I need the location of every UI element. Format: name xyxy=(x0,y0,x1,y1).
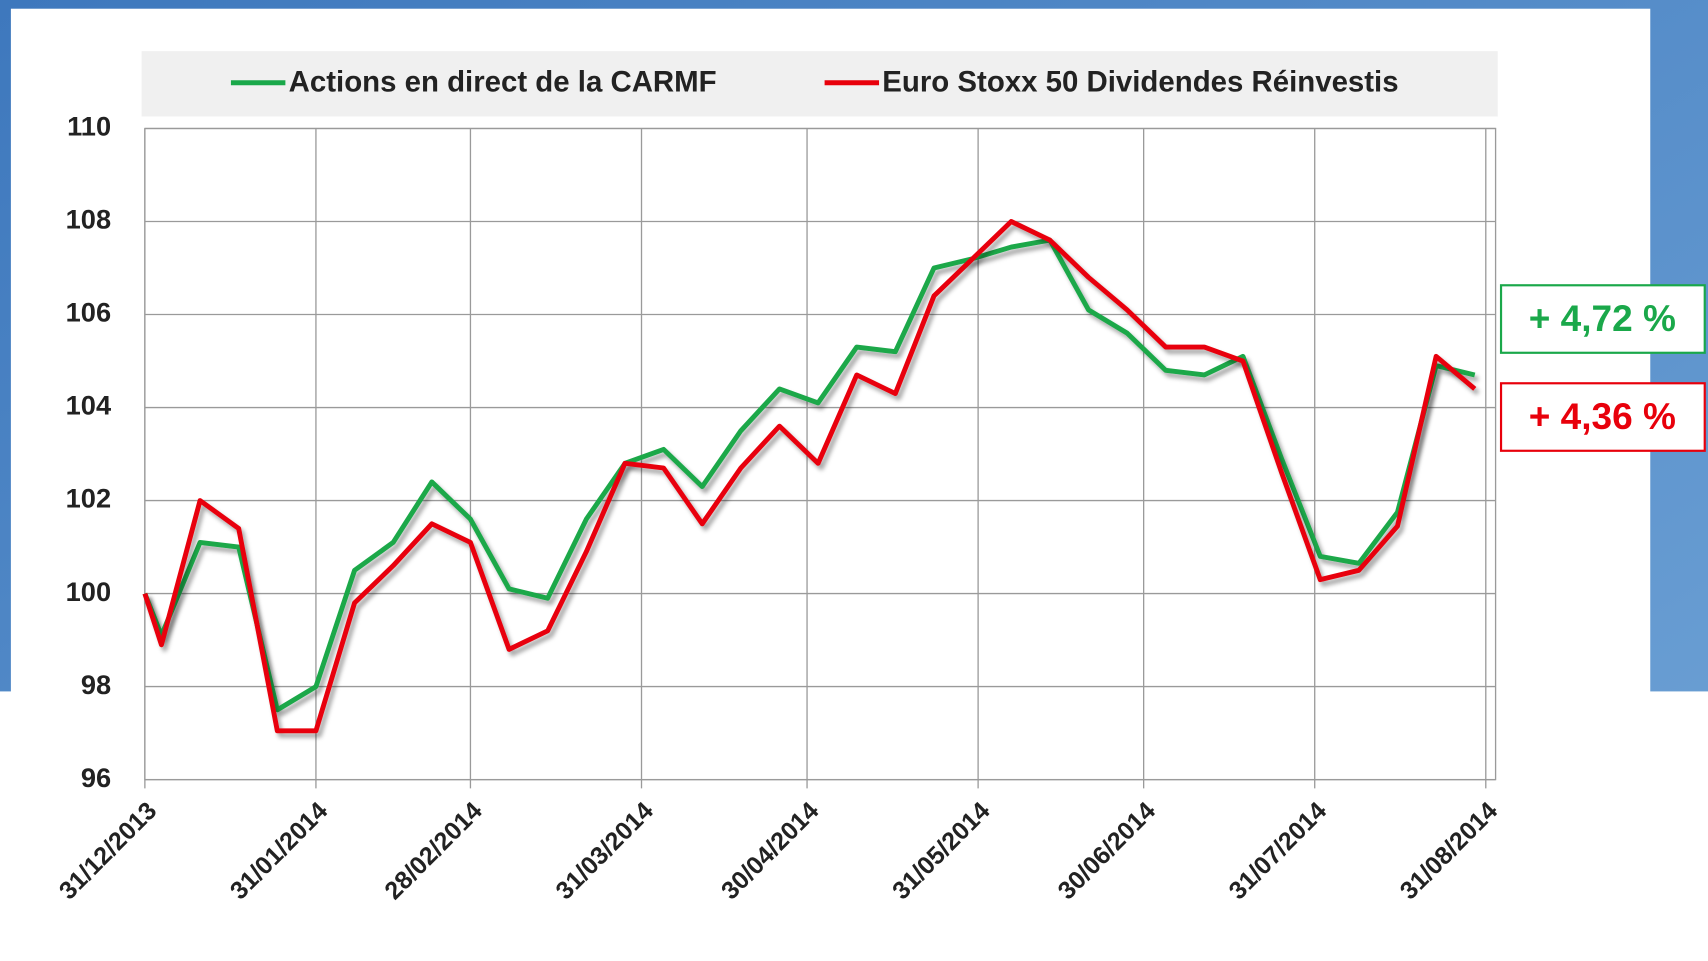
legend-box xyxy=(141,51,1498,117)
y-tick-label: 106 xyxy=(66,297,111,328)
y-tick-label: 104 xyxy=(66,390,111,421)
annotation: + 4,72 % xyxy=(1529,297,1676,339)
series-line xyxy=(142,219,1477,734)
y-tick-label: 108 xyxy=(66,204,111,235)
annotation: + 4,36 % xyxy=(1529,395,1676,437)
y-tick-label: 100 xyxy=(66,576,111,607)
legend-label: Euro Stoxx 50 Dividendes Réinvestis xyxy=(882,66,1398,99)
legend-label: Actions en direct de la CARMF xyxy=(289,66,717,99)
y-tick-label: 102 xyxy=(66,483,111,514)
annotation-box xyxy=(1499,382,1706,452)
plot-frame xyxy=(144,127,1497,781)
y-tick-label: 110 xyxy=(67,111,111,142)
y-tick-label: 98 xyxy=(81,669,111,700)
annotation-box xyxy=(1499,284,1706,354)
chart-card xyxy=(10,8,1651,957)
y-tick-label: 96 xyxy=(81,762,111,793)
